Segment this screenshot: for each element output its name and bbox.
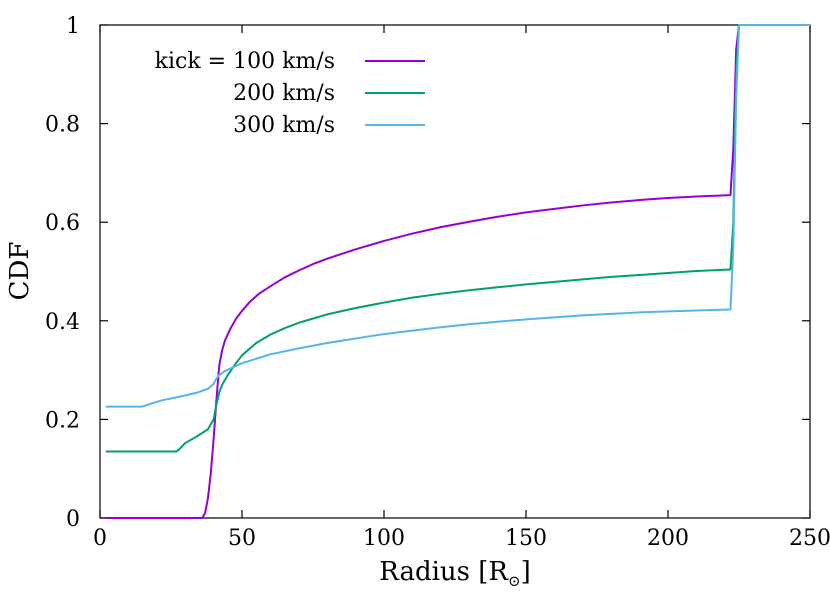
series-line-1 bbox=[105, 24, 810, 519]
y-tick-label: 0.8 bbox=[45, 113, 80, 138]
legend: kick = 100 km/s 200 km/s 300 km/s bbox=[155, 49, 425, 138]
x-axis-title-close: ] bbox=[521, 557, 531, 587]
x-axis-title: Radius [R⊙] bbox=[379, 557, 530, 590]
legend-label-1: kick = 100 km/s bbox=[155, 49, 335, 74]
series-lines bbox=[105, 24, 810, 519]
x-tick-label: 200 bbox=[647, 526, 689, 551]
y-tick-label: 0 bbox=[66, 507, 80, 532]
x-tick-label: 150 bbox=[505, 526, 547, 551]
legend-label-2: 200 km/s bbox=[233, 81, 335, 106]
y-tick-label: 0.2 bbox=[45, 408, 80, 433]
x-axis-title-sub: ⊙ bbox=[508, 572, 521, 590]
legend-label-3: 300 km/s bbox=[233, 113, 335, 138]
y-tick-label: 0.6 bbox=[45, 211, 80, 236]
series-line-3 bbox=[105, 24, 810, 408]
y-tick-label: 0.4 bbox=[45, 310, 80, 335]
y-tick-label: 1 bbox=[66, 14, 80, 39]
y-axis-title: CDF bbox=[5, 242, 35, 301]
x-tick-label: 100 bbox=[363, 526, 405, 551]
tick-labels: 0 50 100 150 200 250 0 0.2 0.4 0.6 0.8 1 bbox=[45, 14, 830, 551]
plot-frame bbox=[99, 24, 811, 519]
series-line-2 bbox=[105, 24, 810, 453]
x-axis-title-main: Radius [R bbox=[379, 557, 509, 587]
x-tick-label: 0 bbox=[93, 526, 107, 551]
x-tick-label: 250 bbox=[789, 526, 830, 551]
x-tick-label: 50 bbox=[228, 526, 256, 551]
